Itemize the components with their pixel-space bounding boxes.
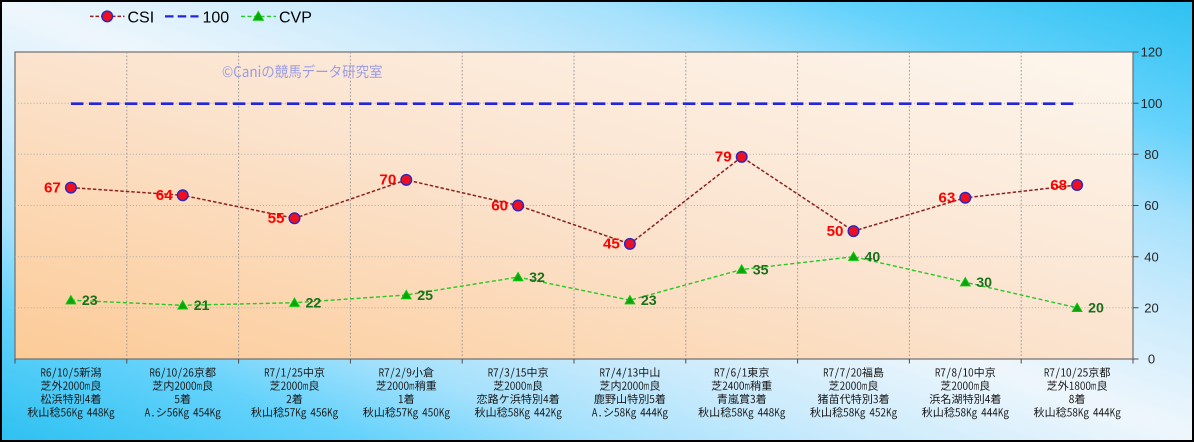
svg-text:22: 22 (306, 296, 322, 312)
svg-text:30: 30 (976, 275, 992, 291)
svg-text:45: 45 (603, 236, 620, 253)
svg-text:68: 68 (1050, 177, 1067, 194)
svg-text:80: 80 (1144, 147, 1158, 162)
svg-text:100: 100 (1141, 96, 1163, 111)
svg-text:63: 63 (938, 190, 955, 207)
svg-text:55: 55 (268, 210, 285, 227)
svg-text:25: 25 (417, 288, 433, 304)
svg-text:67: 67 (44, 179, 61, 196)
svg-text:79: 79 (715, 149, 732, 166)
svg-text:40: 40 (865, 250, 881, 266)
svg-text:60: 60 (491, 197, 508, 214)
svg-text:32: 32 (529, 270, 545, 286)
svg-text:70: 70 (379, 172, 396, 189)
svg-text:64: 64 (156, 187, 173, 204)
svg-text:CSI: CSI (128, 9, 155, 26)
svg-text:23: 23 (641, 293, 657, 309)
svg-text:35: 35 (753, 262, 769, 278)
svg-text:120: 120 (1141, 45, 1163, 60)
svg-text:21: 21 (194, 298, 210, 314)
svg-text:40: 40 (1144, 249, 1158, 264)
svg-text:60: 60 (1144, 198, 1158, 213)
svg-text:50: 50 (827, 223, 844, 240)
svg-text:20: 20 (1144, 300, 1158, 315)
svg-text:100: 100 (203, 9, 230, 26)
svg-text:CVP: CVP (279, 9, 312, 26)
svg-text:23: 23 (82, 293, 98, 309)
svg-text:0: 0 (1148, 352, 1155, 367)
svg-text:20: 20 (1088, 301, 1104, 317)
